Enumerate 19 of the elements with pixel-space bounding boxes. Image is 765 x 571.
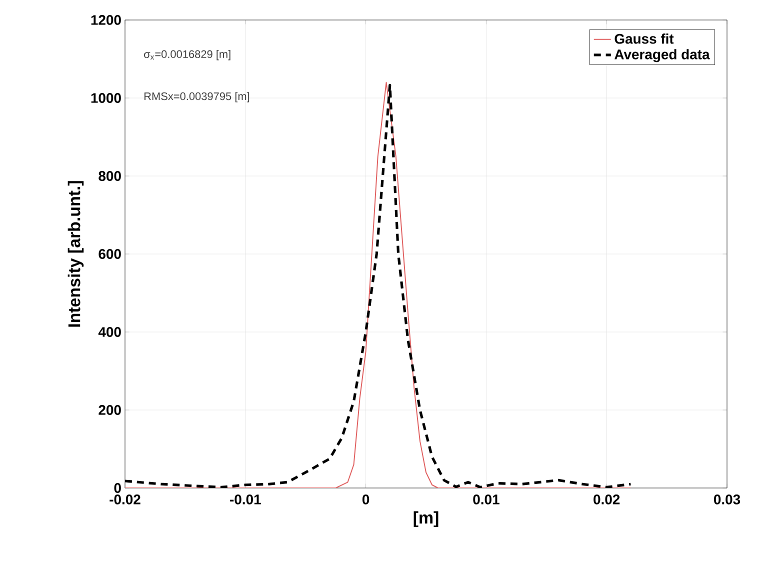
y-tick-label: 400 <box>98 327 121 337</box>
x-tick-label: -0.01 <box>230 494 261 504</box>
y-tick-label: 600 <box>98 249 121 259</box>
x-tick-label: 0.03 <box>714 494 740 504</box>
legend-label: Averaged data <box>614 49 710 62</box>
y-tick-label: 200 <box>98 405 121 415</box>
annotation: RMSx=0.0039795 [m] <box>144 92 250 102</box>
y-tick-label: 1200 <box>91 15 121 25</box>
y-tick-label: 1000 <box>91 93 121 103</box>
y-tick-label: 0 <box>114 483 121 493</box>
x-tick-label: 0.02 <box>594 494 620 504</box>
x-tick-label: 0.01 <box>473 494 500 504</box>
y-tick-label: 800 <box>98 171 121 181</box>
legend-label: Gauss fit <box>614 34 674 44</box>
x-tick-label: -0.02 <box>110 494 140 504</box>
x-tick-label: 0 <box>362 494 370 504</box>
annotation: σ$_{x}$=0.0016829 [m] <box>144 50 230 60</box>
x-axis-title: [m] <box>414 511 438 528</box>
y-axis-title: Intensity [arb.unt.] <box>68 181 84 327</box>
